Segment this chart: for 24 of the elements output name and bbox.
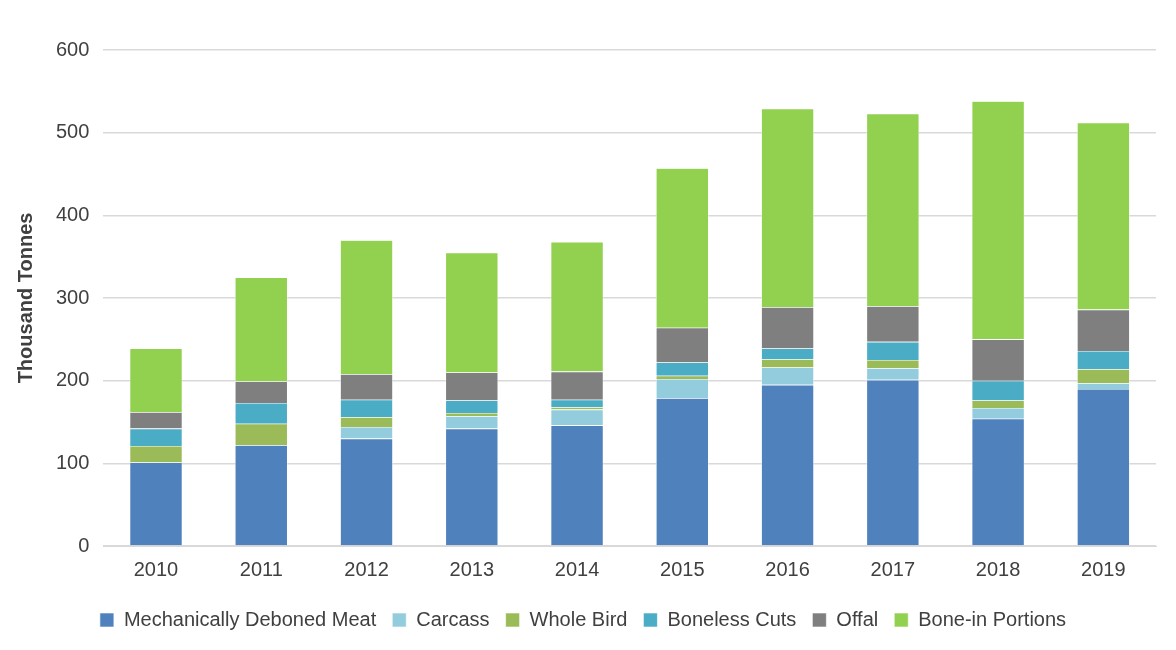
x-tick-label: 2015 [660,557,705,580]
y-tick-label: 100 [55,450,90,473]
x-tick-label: 2010 [133,557,179,580]
x-tick-label: 2013 [449,557,495,580]
legend-label: Bone-in Portions [918,607,1067,630]
legend-label: Whole Bird [529,607,628,630]
x-tick-label: 2012 [344,557,389,580]
y-tick-label: 300 [55,285,90,308]
y-tick-label: 200 [55,368,90,391]
x-tick-label: 2019 [1081,557,1126,580]
y-tick-label: 500 [55,120,90,143]
y-tick-label: 400 [55,202,90,225]
legend-label: Offal [836,607,879,630]
x-tick-label: 2011 [239,557,283,580]
y-tick-label: 600 [55,37,90,60]
legend-label: Boneless Cuts [667,607,797,630]
y-tick-label: 0 [78,533,90,556]
legend-label: Mechanically Deboned Meat [123,607,377,630]
x-tick-label: 2014 [554,557,600,580]
x-tick-label: 2017 [870,557,916,580]
x-tick-label: 2018 [975,557,1021,580]
y-axis-title: Thousand Tonnes [13,212,36,384]
x-tick-label: 2016 [765,557,810,580]
legend-label: Carcass [416,607,490,630]
